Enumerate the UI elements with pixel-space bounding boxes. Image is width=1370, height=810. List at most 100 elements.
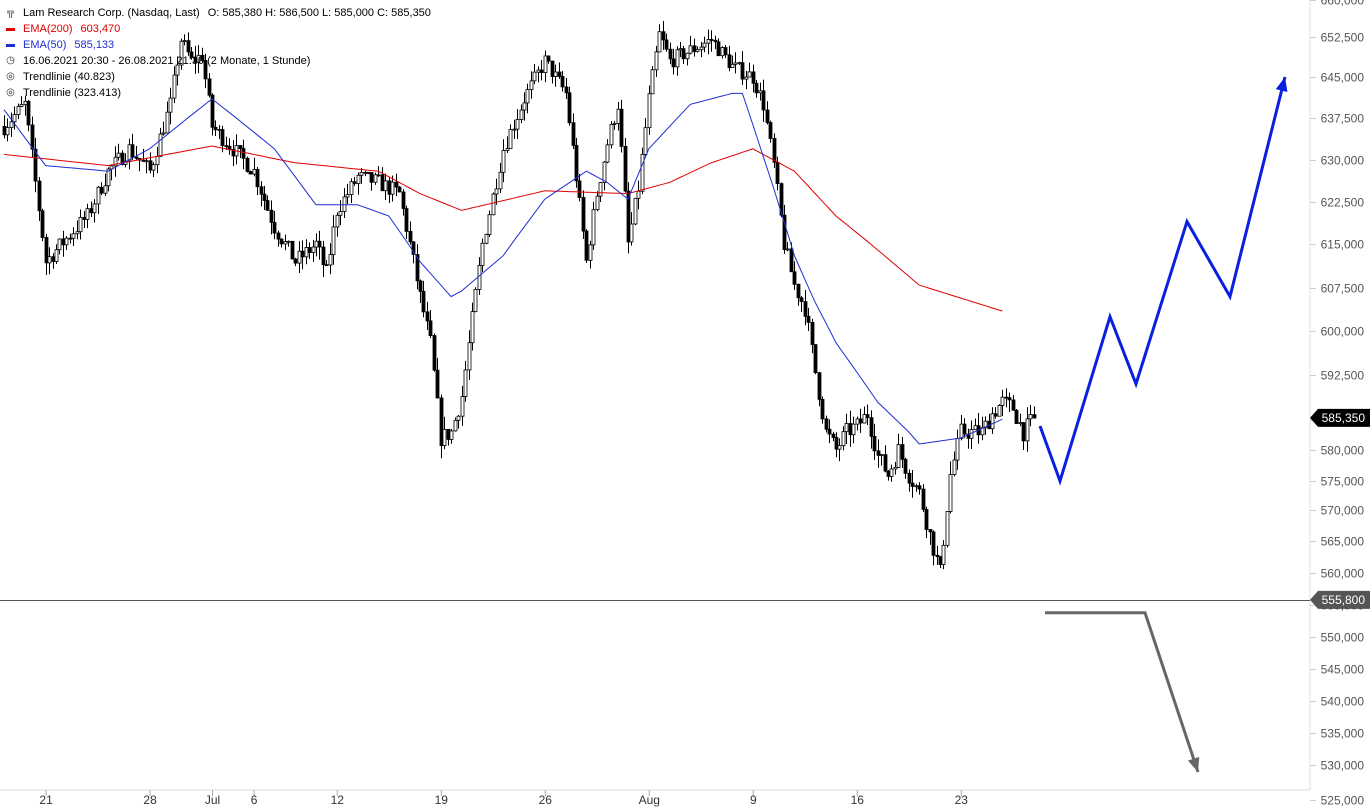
candle <box>650 66 655 95</box>
legend-ema200-row[interactable]: EMA(200) 603,470 <box>6 21 431 37</box>
candle <box>921 484 926 513</box>
candle <box>123 153 128 168</box>
candle-body <box>529 80 534 90</box>
candle <box>366 171 371 175</box>
legend-instrument-row[interactable]: ╦ Lam Research Corp. (Nasdaq, Last) O: 5… <box>6 5 431 21</box>
legend-trend1-row[interactable]: ◎ Trendlinie (40.823) <box>6 69 431 85</box>
y-tick-label: 535,000 <box>1321 727 1365 741</box>
candle-body <box>415 254 420 282</box>
candle <box>314 233 319 257</box>
candle-body <box>602 161 607 183</box>
candle-body <box>26 100 31 126</box>
candle <box>161 121 166 136</box>
candle-body <box>175 64 180 76</box>
candle <box>907 469 912 492</box>
candle-body <box>186 40 191 53</box>
candle <box>186 32 191 56</box>
candle-body <box>692 45 697 53</box>
candle-body <box>744 76 749 80</box>
candle <box>935 545 940 565</box>
candle <box>383 173 388 200</box>
candle-body <box>938 556 943 565</box>
candle-body <box>89 208 94 214</box>
candle <box>401 189 406 216</box>
candle-body <box>855 418 860 425</box>
candle-body <box>120 152 125 165</box>
y-tick-label: 652,500 <box>1321 31 1365 45</box>
candle-body <box>848 423 853 436</box>
ema50-line <box>3 92 1003 445</box>
candle-body <box>713 39 718 43</box>
candle-body <box>598 182 603 197</box>
candle <box>460 385 465 426</box>
candle-body <box>1011 399 1016 411</box>
candle-body <box>449 430 454 440</box>
candle <box>231 139 236 167</box>
candle-body <box>165 111 170 134</box>
legend-ema50-row[interactable]: EMA(50) 585,133 <box>6 37 431 53</box>
y-tick-label: 550,000 <box>1321 631 1365 645</box>
candle-body <box>609 124 614 146</box>
candle <box>241 139 246 170</box>
y-tick-label: 560,000 <box>1321 567 1365 581</box>
candle <box>179 38 184 70</box>
candle-body <box>754 82 759 94</box>
candle-body <box>827 428 832 435</box>
candle <box>636 180 641 210</box>
candle <box>293 257 298 267</box>
candle <box>321 240 326 278</box>
candle-body <box>373 174 378 183</box>
candle <box>553 64 558 87</box>
candle-body <box>12 114 17 123</box>
candle <box>175 56 180 86</box>
candle-body <box>342 196 347 212</box>
candle-body <box>356 174 361 184</box>
candle-body <box>113 156 118 167</box>
candle <box>269 200 274 235</box>
candle <box>588 240 593 269</box>
candle-body <box>623 146 628 192</box>
candle-body <box>200 54 205 61</box>
candle <box>255 166 260 196</box>
candle <box>1028 404 1033 427</box>
trend1-text: Trendlinie (40.823) <box>23 71 115 83</box>
x-tick-label: 21 <box>39 793 53 807</box>
candle-body <box>612 123 617 125</box>
candle <box>224 136 229 150</box>
legend-period-row[interactable]: ◷ 16.06.2021 20:30 - 26.08.2021 21:30 (2… <box>6 53 431 69</box>
legend-trend2-row[interactable]: ◎ Trendlinie (323.413) <box>6 85 431 101</box>
y-tick-label: 570,000 <box>1321 504 1365 518</box>
candle-body <box>522 102 527 111</box>
candle-body <box>155 155 160 166</box>
candle-body <box>851 423 856 436</box>
clock-icon: ◷ <box>6 55 15 66</box>
x-tick-label: 12 <box>331 793 345 807</box>
candle <box>328 243 333 275</box>
candle <box>955 429 960 470</box>
ema200-line <box>3 145 1003 312</box>
candle <box>151 162 156 178</box>
candle-body <box>636 190 641 199</box>
candle <box>12 106 17 130</box>
candle <box>338 200 343 226</box>
candle-body <box>16 106 21 115</box>
candle <box>997 404 1002 417</box>
candle-body <box>619 108 624 147</box>
candle-body <box>772 138 777 163</box>
candle <box>213 120 218 137</box>
candle <box>872 423 877 460</box>
candle <box>92 199 97 223</box>
candle <box>397 185 402 193</box>
candle-body <box>272 222 277 234</box>
candle-body <box>730 63 735 69</box>
candle <box>404 205 409 240</box>
candle-body <box>914 485 919 488</box>
candle-body <box>525 89 530 104</box>
candle-body <box>220 129 225 146</box>
candle <box>44 233 49 275</box>
candle-body <box>747 71 752 78</box>
candle-body <box>1007 397 1012 401</box>
candle <box>609 121 614 149</box>
candle-body <box>460 396 465 417</box>
